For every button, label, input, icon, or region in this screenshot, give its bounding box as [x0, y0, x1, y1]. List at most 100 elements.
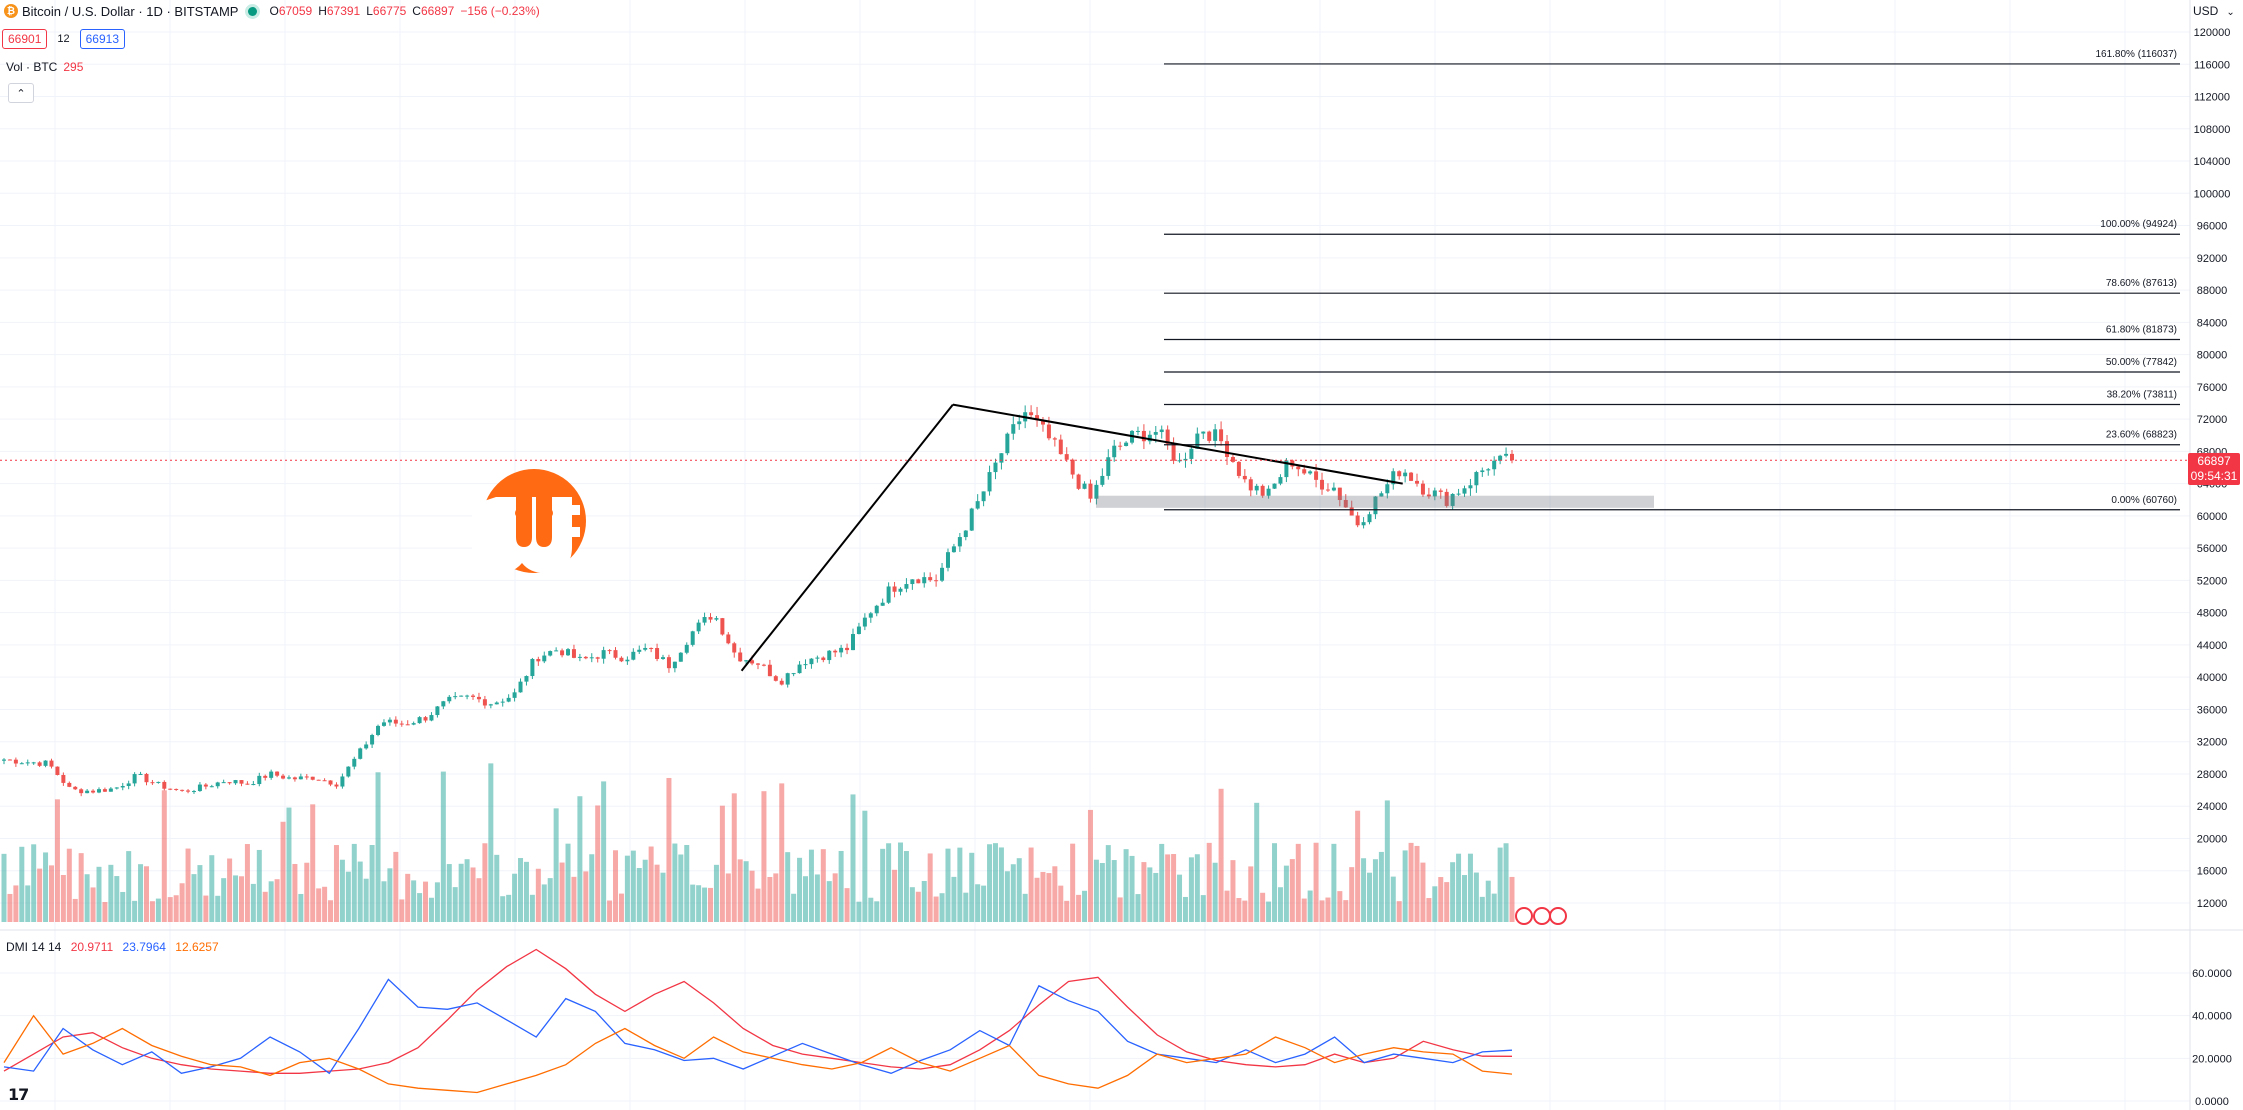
volume-bar [66, 848, 72, 922]
price-axis-label: 80000 [2197, 350, 2228, 362]
volume-bar [559, 862, 565, 922]
candle-body [684, 644, 689, 653]
volume-bar [933, 896, 939, 922]
volume-bar [678, 854, 684, 922]
candle-body [1320, 479, 1325, 490]
volume-bar [607, 900, 613, 922]
volume-bar [268, 881, 274, 922]
spread-value: 12 [57, 33, 70, 45]
candle-body [482, 699, 487, 706]
candle-body [571, 649, 576, 658]
volume-bar [1194, 854, 1200, 922]
fib-level-label: 23.60% (68823) [2106, 430, 2177, 441]
price-axis[interactable]: 120000 116000 112000 108000 104000 100000 9600… [2192, 27, 2232, 1108]
volume-bar [589, 854, 595, 922]
volume-bar [743, 861, 749, 922]
volume-bar [1200, 895, 1206, 922]
candle-body [1462, 488, 1467, 494]
candle-body [269, 771, 274, 778]
candle-body [1118, 445, 1123, 447]
currency-selector[interactable]: USD ⌄ [2193, 4, 2235, 18]
volume-bar [672, 843, 678, 922]
volume-bar [1426, 898, 1432, 922]
trendlines[interactable] [0, 403, 2190, 672]
candle-body [79, 789, 84, 794]
candle-body [791, 673, 796, 675]
dmi-series-line [3, 978, 1513, 1075]
volume-bar [345, 871, 351, 922]
candle-body [536, 658, 541, 662]
volume-bar [381, 881, 387, 922]
symbol-header[interactable]: ₿ Bitcoin / U.S. Dollar · 1D · BITSTAMP … [0, 0, 546, 22]
candle-body [969, 508, 974, 531]
volume-bar [921, 880, 927, 922]
candle-body [1017, 421, 1022, 425]
fib-level-label: 50.00% (77842) [2106, 357, 2177, 368]
volume-bar [238, 876, 244, 922]
volume-bar [446, 864, 452, 922]
volume-legend-label: Vol · BTC [6, 60, 58, 74]
candle-body [1498, 455, 1503, 461]
candle-body [1052, 438, 1057, 440]
fibonacci-extension[interactable]: 161.80% (116037) 100.00% (94924) 78.60% (8… [1096, 49, 2180, 511]
candle-body [1177, 460, 1182, 462]
volume-bar [541, 884, 547, 922]
volume-bar [648, 846, 654, 922]
event-markers[interactable] [1515, 907, 1567, 925]
price-axis-label: 44000 [2197, 640, 2228, 652]
buy-button[interactable]: 66913 [79, 29, 125, 49]
candle-body [1367, 514, 1372, 523]
volume-bar [143, 866, 149, 922]
ohlc-change: −156 (−0.23%) [460, 4, 540, 18]
candle-body [631, 651, 636, 660]
candle-body [987, 472, 992, 492]
candle-body [423, 717, 428, 721]
candle-body [1510, 453, 1514, 461]
volume-bar [1254, 802, 1260, 922]
candlesticks[interactable] [2, 405, 1514, 797]
dmi-legend[interactable]: DMI 14 14 20.9711 23.7964 12.6257 [6, 940, 219, 954]
candle-body [500, 701, 505, 703]
volume-bar [1016, 858, 1022, 922]
sell-button[interactable]: 66901 [2, 29, 48, 49]
candle-body [530, 658, 535, 677]
candle-body [263, 775, 268, 778]
candle-body [815, 657, 820, 659]
price-axis-label: 116000 [2194, 59, 2230, 71]
volume-legend[interactable]: Vol · BTC 295 [6, 60, 83, 74]
volume-bar [369, 845, 375, 922]
candle-body [1029, 412, 1034, 416]
candle-body [174, 788, 179, 790]
volume-bar [927, 853, 933, 922]
symbol-title[interactable]: Bitcoin / U.S. Dollar · 1D · BITSTAMP [22, 3, 239, 19]
volume-bar [779, 783, 785, 922]
candle-body [1035, 415, 1040, 421]
volume-bar [1456, 853, 1462, 922]
candle-body [922, 577, 927, 584]
candle-body [850, 634, 855, 651]
candle-body [191, 791, 196, 793]
volume-bar [708, 887, 714, 922]
candle-body [868, 613, 873, 618]
candle-body [328, 780, 333, 785]
fib-level-label: 61.80% (81873) [2106, 324, 2177, 335]
candle-body [702, 617, 707, 623]
candle-body [1474, 472, 1479, 486]
candle-body [761, 664, 766, 666]
volume-bar [1, 853, 7, 922]
candle-body [732, 643, 737, 653]
candle-body [168, 788, 173, 790]
candle-body [928, 577, 933, 581]
volume-bar [1408, 842, 1414, 922]
candle-body [43, 760, 48, 766]
candle-body [1124, 442, 1129, 446]
volume-bar [262, 891, 268, 922]
tradingview-logo-icon[interactable]: 17 [8, 1085, 29, 1104]
collapse-legend-button[interactable]: ⌃ [8, 83, 34, 103]
volume-bar [292, 863, 298, 922]
volume-bar [185, 848, 191, 922]
currency-label: USD [2193, 4, 2219, 18]
candle-body [708, 617, 713, 620]
ohlc-low: L66775 [366, 4, 407, 18]
